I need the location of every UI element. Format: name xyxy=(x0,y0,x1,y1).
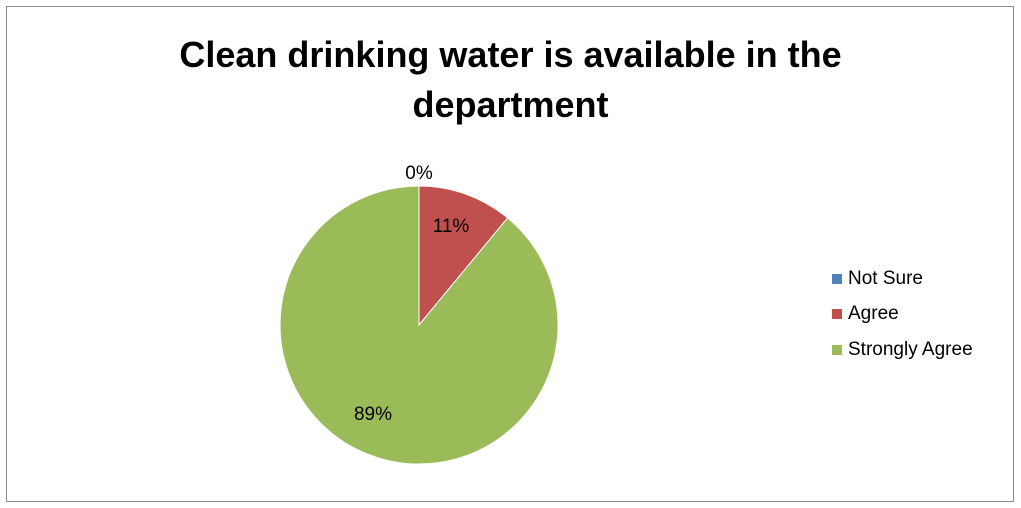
legend-item-agree: Agree xyxy=(832,303,973,326)
legend-item-strongly-agree: Strongly Agree xyxy=(832,338,973,361)
data-label-strongly-agree: 89% xyxy=(354,404,392,425)
chart-title: Clean drinking water is available in the… xyxy=(0,30,1021,130)
legend-swatch-not-sure xyxy=(832,273,842,284)
data-label-not-sure: 0% xyxy=(405,163,433,184)
legend-label-agree: Agree xyxy=(848,303,899,324)
legend-item-not-sure: Not Sure xyxy=(832,267,973,290)
pie-slice-agree xyxy=(418,185,509,327)
legend-swatch-strongly-agree xyxy=(832,344,842,355)
legend-swatch-agree xyxy=(832,309,842,319)
legend-label-strongly-agree: Strongly Agree xyxy=(848,338,973,360)
chart-title-line-2: department xyxy=(412,84,609,125)
chart-title-line-1: Clean drinking water is available in the xyxy=(179,34,842,75)
legend-label-not-sure: Not Sure xyxy=(848,267,923,289)
data-label-agree: 11% xyxy=(433,216,470,237)
pie-slice-strongly-agree xyxy=(279,185,559,465)
chart-legend: Not Sure Agree Strongly Agree xyxy=(832,267,973,374)
